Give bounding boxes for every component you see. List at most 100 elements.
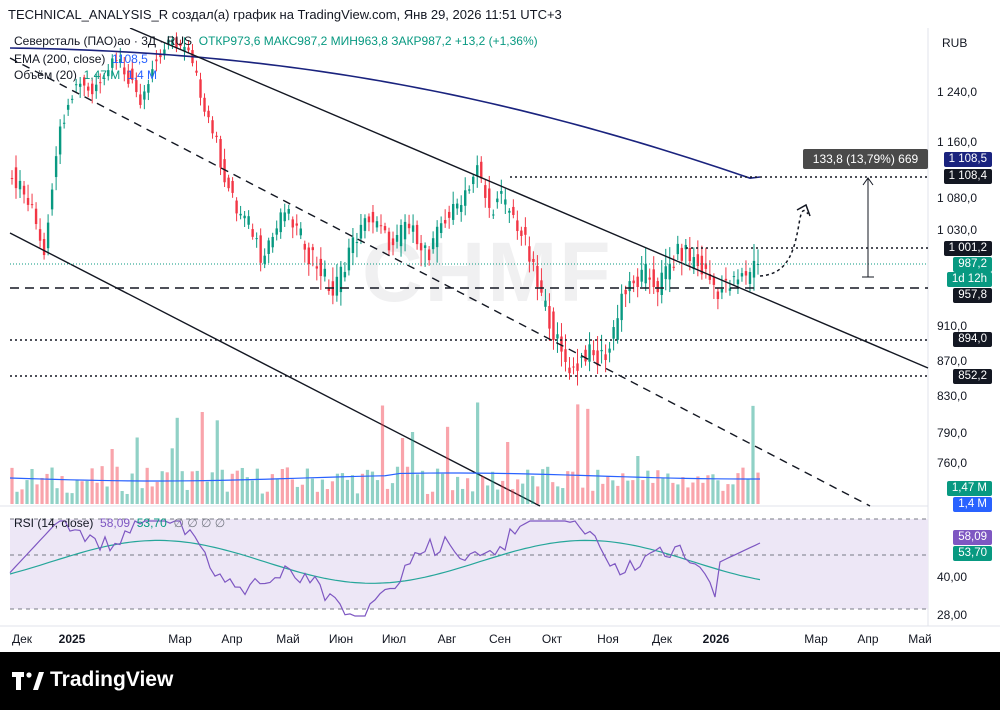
x-tick-label: Апр (857, 632, 879, 646)
volume-bar (586, 408, 590, 504)
legend-symbol[interactable]: Северсталь (ПАО)ао · 3Д · RUS (14, 34, 193, 48)
volume-bar (170, 448, 174, 504)
legend-rsi-label[interactable]: RSI (14, close) (14, 516, 94, 530)
volume-bar (726, 484, 730, 504)
currency-label[interactable]: RUB (942, 36, 968, 50)
candle-body (624, 289, 627, 295)
volume-bar (671, 482, 675, 504)
candle-body (488, 188, 491, 208)
chart-area[interactable]: CHMF Северсталь (ПАО)ао · 3Д · RUS ОТКР9… (0, 28, 1000, 652)
last-price-tag: 987,2 (953, 257, 992, 272)
candle-body (215, 135, 218, 138)
candle-body (576, 363, 579, 371)
chart-canvas[interactable] (0, 28, 1000, 652)
candle-body (736, 279, 740, 285)
volume-bar (190, 471, 194, 504)
candle-body (411, 225, 415, 232)
candle-body (532, 258, 535, 262)
volume-bar (100, 466, 104, 504)
candle-body (355, 242, 359, 244)
candle-body (644, 263, 647, 284)
volume-tag-1: 1,47 M (946, 481, 992, 496)
volume-bar (641, 480, 645, 504)
ema-price-tag: 1 108,5 (943, 152, 992, 167)
legend-rsi-row[interactable]: RSI (14, close) 58,09 53,70 ∅ ∅ ∅ ∅ (14, 516, 225, 530)
candle-body (259, 235, 262, 263)
candle-body (435, 226, 439, 248)
candle-body (123, 67, 126, 75)
candle-body (66, 104, 70, 110)
volume-bar (150, 486, 154, 504)
candle-body (684, 244, 688, 250)
volume-bar (120, 491, 124, 504)
volume-bar (666, 473, 670, 504)
volume-bar (471, 491, 475, 504)
x-tick-label: 2026 (702, 632, 730, 646)
rsi-tag-1: 58,09 (953, 530, 992, 545)
volume-bar (235, 470, 239, 504)
candle-body (419, 243, 423, 251)
volume-bar (591, 490, 595, 504)
candle-body (640, 269, 643, 282)
candle-body (219, 139, 222, 168)
volume-bar (526, 469, 530, 504)
legend-volume-row[interactable]: Объём (20) 1,47 M 1,4 M (14, 68, 157, 82)
candle-body (447, 211, 451, 218)
legend-ema-row[interactable]: EMA (200, close) 1108,5 (14, 52, 148, 66)
candle-body (34, 208, 38, 225)
candle-body (712, 276, 716, 285)
volume-bar (345, 479, 350, 504)
volume-bar (435, 468, 440, 504)
candle-body (42, 239, 46, 256)
legend-rsi-value-2: 53,70 (136, 516, 167, 530)
legend-rsi-extra: ∅ ∅ ∅ ∅ (173, 516, 226, 530)
legend-symbol-row[interactable]: Северсталь (ПАО)ао · 3Д · RUS ОТКР973,6 … (14, 34, 538, 48)
candle-body (423, 245, 427, 248)
candle-body (560, 336, 563, 352)
candle-body (58, 126, 62, 155)
volume-bar (736, 473, 740, 504)
candle-body (227, 177, 230, 189)
volume-bar (621, 473, 625, 504)
volume-bar (350, 475, 355, 504)
rsi-line (9, 520, 761, 617)
candle-body (688, 248, 692, 262)
candle-body (464, 190, 467, 206)
descending-support-line (9, 232, 541, 507)
legend-volume-label[interactable]: Объём (20) (14, 68, 77, 82)
rsi-tag-2: 53,70 (953, 546, 992, 561)
legend-ema-label[interactable]: EMA (200, close) (14, 52, 106, 66)
rsi-band (10, 519, 928, 609)
volume-bar (616, 485, 620, 504)
candle-body (455, 203, 459, 209)
candle-body (371, 211, 375, 223)
volume-bar (486, 485, 490, 504)
x-tick-label: Дек (651, 632, 673, 646)
candle-body (327, 287, 331, 292)
x-tick-label: Мар (804, 632, 828, 646)
candle-body (548, 306, 551, 329)
x-tick-label: Ноя (597, 632, 619, 646)
volume-bar (466, 478, 470, 504)
candle-body (492, 214, 495, 216)
candle-body (231, 180, 234, 193)
volume-bar (686, 487, 690, 504)
symbol-watermark: CHMF (362, 225, 613, 319)
volume-bar (551, 482, 555, 504)
volume-bar (566, 471, 570, 504)
candle-body (500, 191, 503, 194)
candle-body (600, 349, 603, 352)
candle-body (263, 255, 266, 264)
volume-bar (355, 493, 360, 504)
candle-body (323, 268, 327, 277)
candle-body (484, 185, 487, 198)
candle-body (315, 266, 319, 269)
x-tick-label: Дек (11, 632, 33, 646)
y-tick-label: 1 160,0 (937, 135, 978, 149)
volume-bar (275, 479, 279, 504)
candle-body (552, 311, 555, 340)
candle-body (30, 204, 34, 206)
volume-bar (731, 484, 735, 504)
volume-bar (305, 468, 309, 504)
candle-body (568, 367, 571, 374)
